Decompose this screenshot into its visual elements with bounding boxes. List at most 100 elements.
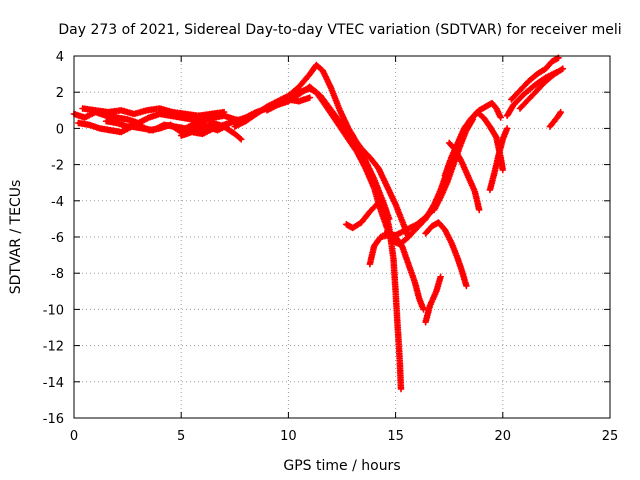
data-point (443, 174, 447, 177)
data-point (443, 228, 447, 232)
data-point (452, 163, 455, 167)
x-tick-label: 5 (177, 429, 185, 444)
data-point (505, 114, 509, 118)
data-point (359, 146, 363, 150)
data-point (201, 126, 205, 130)
data-point (147, 128, 151, 132)
data-point (347, 137, 350, 141)
data-point (533, 83, 537, 87)
data-point (490, 101, 494, 105)
data-point (132, 112, 136, 116)
series-arc-13 (422, 273, 444, 326)
data-point (136, 123, 140, 127)
data-point (392, 257, 395, 261)
data-point (115, 116, 119, 119)
series-markers (422, 273, 444, 326)
data-point (413, 280, 417, 284)
data-point (424, 217, 427, 221)
data-point (372, 186, 376, 190)
data-point (407, 262, 410, 266)
data-point (145, 108, 149, 112)
data-point (550, 60, 554, 63)
data-point (276, 103, 280, 107)
x-tick-label: 10 (280, 429, 297, 444)
data-point (535, 72, 539, 76)
axis-ticks (73, 55, 611, 419)
y-axis-title: SDTVAR / TECUs (8, 180, 24, 295)
data-point (552, 72, 556, 76)
data-point (417, 297, 421, 300)
data-point (439, 195, 442, 199)
data-point (473, 190, 477, 194)
data-point (415, 226, 419, 230)
data-point (557, 56, 560, 60)
y-tick-label: -10 (43, 303, 64, 318)
data-point (398, 362, 402, 366)
data-point (495, 136, 498, 139)
data-point (404, 228, 408, 232)
series-arc-4 (102, 117, 245, 143)
data-point (233, 119, 237, 123)
y-tick-label: 4 (56, 50, 64, 65)
data-point (308, 87, 312, 90)
data-point (439, 275, 442, 279)
data-point (394, 233, 397, 237)
data-point (465, 284, 468, 288)
data-point (561, 67, 565, 71)
data-point (355, 150, 359, 154)
y-tick-label: -6 (51, 231, 64, 246)
data-point (492, 172, 496, 176)
data-point (106, 110, 110, 114)
data-point (321, 69, 325, 72)
data-point (387, 226, 391, 230)
data-point (428, 304, 432, 308)
data-point (179, 116, 183, 119)
data-point (381, 199, 385, 203)
data-point (190, 125, 194, 128)
data-point (488, 188, 492, 192)
data-point (383, 206, 387, 210)
data-point (368, 156, 372, 159)
data-point (76, 121, 80, 125)
data-point (437, 221, 440, 224)
data-point (389, 239, 393, 243)
data-point (368, 210, 372, 214)
data-point (462, 126, 466, 130)
data-point (488, 125, 492, 128)
data-point (460, 161, 464, 165)
data-point (454, 148, 457, 152)
data-point (518, 107, 522, 110)
y-tick-label: -16 (43, 412, 64, 427)
data-point (510, 98, 513, 101)
data-point (212, 121, 215, 125)
data-point (501, 137, 505, 141)
y-tick-label: -8 (51, 267, 64, 282)
data-point (505, 126, 509, 130)
data-point (407, 235, 410, 239)
data-point (527, 79, 530, 83)
data-point (201, 132, 205, 136)
series-arc-17 (445, 139, 483, 214)
data-point (379, 235, 382, 239)
y-tick-label: -2 (51, 159, 64, 174)
data-point (197, 114, 200, 118)
data-point (321, 99, 325, 103)
data-point (368, 262, 372, 266)
data-point (314, 63, 318, 67)
data-point (394, 203, 397, 206)
data-point (432, 208, 436, 212)
data-point (158, 112, 162, 116)
data-point (147, 116, 151, 119)
data-point (377, 201, 380, 205)
data-point (548, 125, 552, 128)
data-point (287, 96, 290, 99)
data-point (329, 112, 333, 116)
series-arc-18 (486, 125, 511, 194)
data-point (535, 89, 539, 92)
data-point (126, 117, 129, 121)
data-point (394, 289, 397, 293)
series-arc-22 (546, 108, 565, 130)
data-point (169, 123, 172, 127)
data-point (377, 166, 380, 170)
x-tick-label: 15 (387, 429, 404, 444)
